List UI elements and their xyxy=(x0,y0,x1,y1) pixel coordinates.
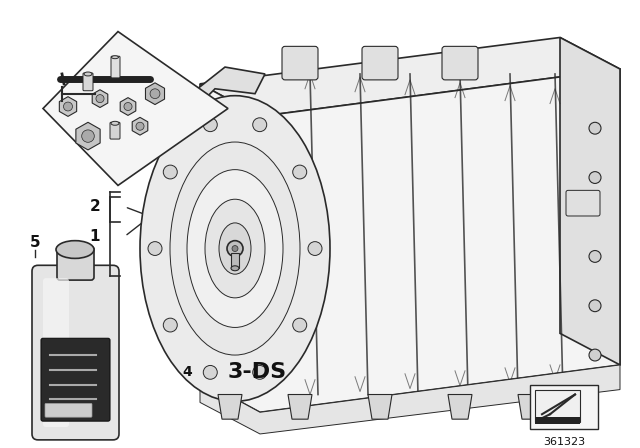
Polygon shape xyxy=(132,117,148,135)
Polygon shape xyxy=(43,31,228,185)
Text: 4: 4 xyxy=(182,365,192,379)
Polygon shape xyxy=(175,67,265,126)
Circle shape xyxy=(292,165,307,179)
Polygon shape xyxy=(120,98,136,116)
FancyBboxPatch shape xyxy=(111,56,120,78)
Circle shape xyxy=(253,118,267,132)
Ellipse shape xyxy=(111,56,118,59)
Ellipse shape xyxy=(231,266,239,271)
Polygon shape xyxy=(60,97,77,116)
Polygon shape xyxy=(448,395,472,419)
Circle shape xyxy=(589,250,601,263)
FancyBboxPatch shape xyxy=(43,278,69,427)
Polygon shape xyxy=(535,390,580,422)
Circle shape xyxy=(136,122,144,130)
Polygon shape xyxy=(200,69,620,412)
Circle shape xyxy=(148,241,162,255)
Ellipse shape xyxy=(111,121,119,125)
Ellipse shape xyxy=(56,241,94,258)
Circle shape xyxy=(232,246,238,251)
Polygon shape xyxy=(288,395,312,419)
Circle shape xyxy=(589,172,601,183)
FancyBboxPatch shape xyxy=(45,403,92,417)
Circle shape xyxy=(589,122,601,134)
FancyBboxPatch shape xyxy=(566,190,600,216)
Circle shape xyxy=(227,241,243,256)
Circle shape xyxy=(253,366,267,379)
Circle shape xyxy=(150,89,160,99)
Circle shape xyxy=(204,118,217,132)
Circle shape xyxy=(204,366,217,379)
Circle shape xyxy=(96,95,104,103)
FancyBboxPatch shape xyxy=(41,338,110,421)
Polygon shape xyxy=(200,38,620,116)
Circle shape xyxy=(163,165,177,179)
Ellipse shape xyxy=(187,170,283,327)
Circle shape xyxy=(124,103,132,111)
Circle shape xyxy=(308,241,322,255)
Text: 5: 5 xyxy=(30,235,40,250)
FancyBboxPatch shape xyxy=(83,73,93,91)
Polygon shape xyxy=(560,38,620,365)
Polygon shape xyxy=(92,90,108,108)
FancyBboxPatch shape xyxy=(110,122,120,139)
Ellipse shape xyxy=(170,142,300,355)
Text: 2: 2 xyxy=(90,199,100,214)
Ellipse shape xyxy=(219,223,251,274)
FancyBboxPatch shape xyxy=(282,46,318,80)
Circle shape xyxy=(63,102,72,111)
Polygon shape xyxy=(200,365,620,434)
Circle shape xyxy=(163,318,177,332)
FancyBboxPatch shape xyxy=(362,46,398,80)
FancyBboxPatch shape xyxy=(32,265,119,440)
Polygon shape xyxy=(368,395,392,419)
Text: 3-DS: 3-DS xyxy=(227,362,286,382)
FancyBboxPatch shape xyxy=(57,246,94,280)
Text: 1: 1 xyxy=(90,229,100,244)
Circle shape xyxy=(82,130,94,142)
Ellipse shape xyxy=(84,72,92,76)
Ellipse shape xyxy=(140,96,330,401)
Circle shape xyxy=(589,300,601,312)
Ellipse shape xyxy=(205,199,265,298)
Polygon shape xyxy=(518,395,542,419)
FancyBboxPatch shape xyxy=(530,385,598,429)
Polygon shape xyxy=(145,83,164,104)
Polygon shape xyxy=(218,395,242,419)
Circle shape xyxy=(589,349,601,361)
Text: 361323: 361323 xyxy=(543,437,585,447)
Polygon shape xyxy=(76,122,100,150)
Polygon shape xyxy=(231,254,239,268)
FancyBboxPatch shape xyxy=(535,417,580,424)
Circle shape xyxy=(292,318,307,332)
FancyBboxPatch shape xyxy=(442,46,478,80)
